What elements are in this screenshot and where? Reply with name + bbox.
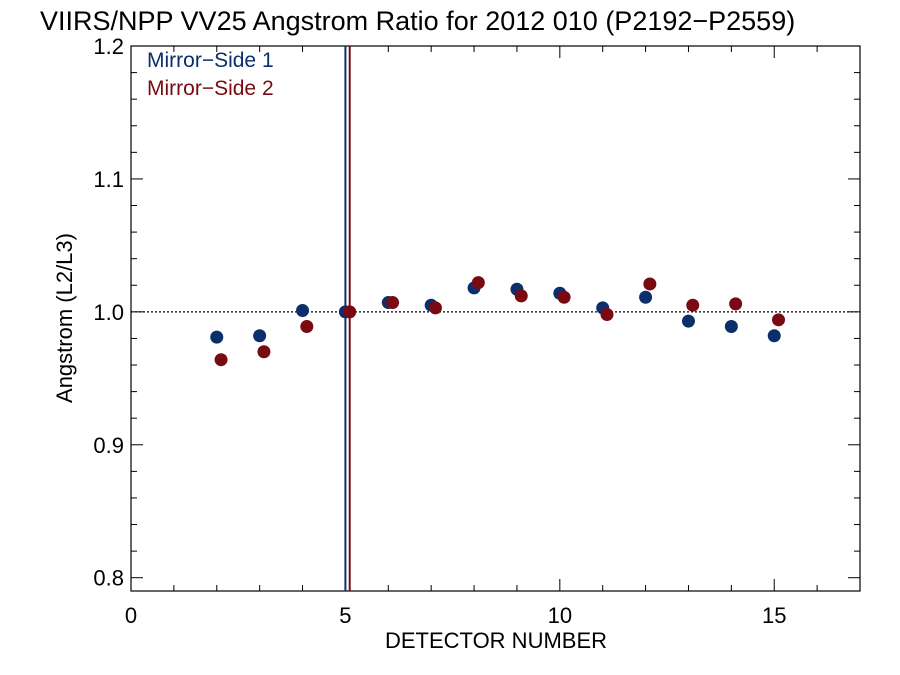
series-2-point	[600, 308, 614, 322]
detector-marker-lines	[344, 46, 351, 591]
tick-marks	[130, 45, 861, 591]
y-tick-label: 1.1	[93, 167, 124, 192]
x-axis-label: DETECTOR NUMBER	[385, 628, 607, 653]
chart-title: VIIRS/NPP VV25 Angstrom Ratio for 2012 0…	[40, 6, 795, 36]
y-tick-label: 1.2	[93, 34, 124, 59]
series-1-point	[639, 290, 653, 304]
x-tick-label: 15	[762, 603, 786, 628]
x-tick-label: 10	[548, 603, 572, 628]
series-2-point	[686, 298, 700, 312]
series-1-point	[210, 330, 224, 344]
series-1-point	[296, 304, 310, 318]
y-axis-label: Angstrom (L2/L3)	[52, 233, 77, 403]
series-2-point	[386, 296, 400, 310]
series-2-point	[300, 319, 314, 333]
series-1-point	[767, 329, 781, 343]
series-1-point	[681, 314, 695, 328]
series-2-point	[772, 313, 786, 327]
legend-entry-mirror-side-1: Mirror−Side 1	[147, 49, 274, 72]
series-1-point	[724, 319, 738, 333]
y-tick-label: 1.0	[93, 300, 124, 325]
series-2-point	[557, 290, 571, 304]
series-2-point	[643, 277, 657, 291]
x-tick-label: 5	[339, 603, 351, 628]
y-tick-label: 0.9	[93, 433, 124, 458]
legend-entry-mirror-side-2: Mirror−Side 2	[147, 77, 274, 100]
x-tick-label: 0	[125, 603, 137, 628]
data-points	[210, 276, 786, 367]
series-2-point	[428, 301, 442, 315]
y-tick-label: 0.8	[93, 566, 124, 591]
x-tick-labels: 0 5 10 15	[125, 603, 787, 628]
series-1-point	[253, 329, 267, 343]
legend: Mirror−Side 1 Mirror−Side 2	[147, 49, 274, 100]
series-2-point	[514, 289, 528, 303]
series-2-point	[257, 345, 271, 359]
series-2-point	[343, 305, 357, 319]
series-2-point	[214, 353, 228, 367]
y-tick-labels: 0.8 0.9 1.0 1.1 1.2	[93, 34, 124, 591]
plot-frame	[130, 45, 861, 592]
series-2-point	[729, 297, 743, 311]
series-2-point	[471, 276, 485, 290]
